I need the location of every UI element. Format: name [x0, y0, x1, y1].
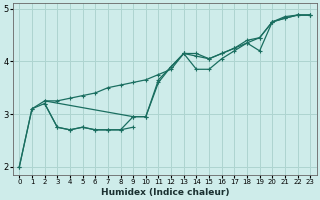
X-axis label: Humidex (Indice chaleur): Humidex (Indice chaleur)	[100, 188, 229, 197]
